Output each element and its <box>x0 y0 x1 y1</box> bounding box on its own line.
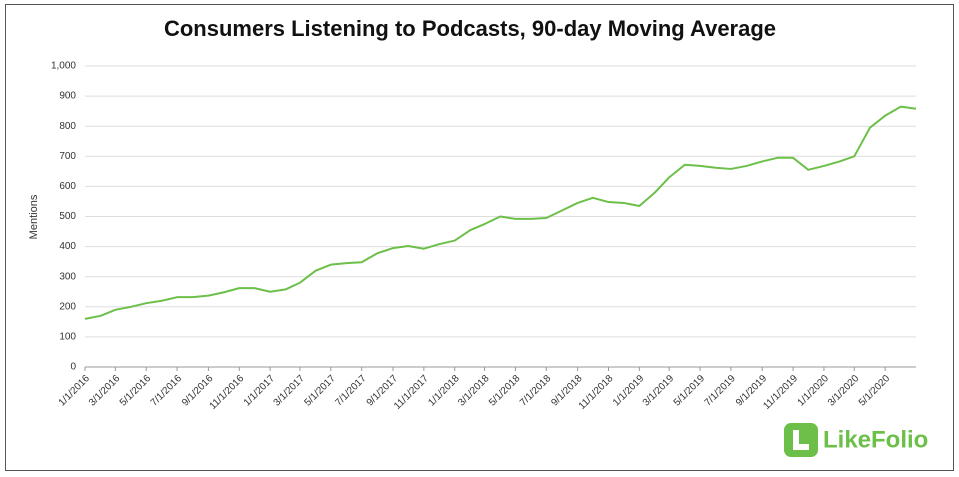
y-tick-label: 100 <box>59 332 76 343</box>
logo-glyph <box>793 430 809 450</box>
chart-title: Consumers Listening to Podcasts, 90-day … <box>164 16 776 41</box>
y-tick-label: 500 <box>59 211 76 222</box>
logo: LikeFolio <box>784 423 928 457</box>
y-axis-label: Mentions <box>28 194 40 239</box>
y-tick-label: 1,000 <box>51 61 76 72</box>
y-tick-label: 900 <box>59 91 76 102</box>
y-tick-label: 400 <box>59 241 76 252</box>
data-line <box>84 105 917 320</box>
y-tick-label: 0 <box>70 362 76 373</box>
logo-icon <box>784 423 818 457</box>
y-tick-label: 300 <box>59 271 76 282</box>
y-tick-label: 800 <box>59 121 76 132</box>
y-tick-label: 700 <box>59 151 76 162</box>
frame <box>5 4 954 471</box>
y-tick-label: 600 <box>59 181 76 192</box>
logo-text: LikeFolio <box>823 426 928 453</box>
y-tick-label: 200 <box>59 301 76 312</box>
